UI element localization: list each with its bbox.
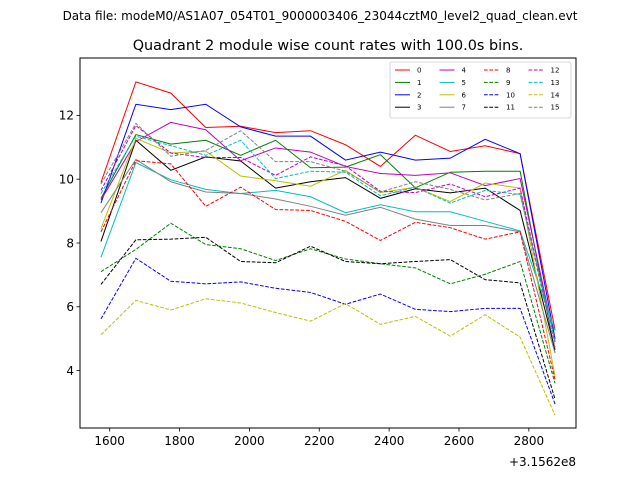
y-axis: 4 6 8 10 12 <box>59 109 80 378</box>
legend-frame <box>389 61 572 119</box>
x-tick-label: 2200 <box>304 434 335 448</box>
legend-entry-8: 8 <box>484 67 510 75</box>
series-line-4 <box>100 121 556 342</box>
series-line-13 <box>100 135 556 341</box>
legend-entry-9: 9 <box>484 79 510 87</box>
legend-entry-4: 4 <box>439 67 467 75</box>
series-line-5 <box>100 161 556 331</box>
legend-entry-2: 2 <box>395 91 421 99</box>
legend-label: 7 <box>462 104 466 112</box>
series-line-9 <box>100 222 556 384</box>
y-tick-label: 10 <box>59 173 74 187</box>
legend-entry-6: 6 <box>439 91 467 99</box>
legend-entry-10: 10 <box>484 91 515 99</box>
y-tick-label: 12 <box>59 109 74 123</box>
chart-title: Quadrant 2 module wise count rates with … <box>133 38 524 54</box>
x-axis: 1600 1800 2000 2200 2400 2600 2800 <box>94 428 544 448</box>
y-tick-label: 8 <box>66 236 74 250</box>
x-offset-label: +3.1562e8 <box>509 455 576 469</box>
legend-label: 11 <box>506 104 515 112</box>
legend-label: 13 <box>551 79 560 87</box>
series-line-1 <box>100 133 556 354</box>
series-line-14 <box>100 298 556 416</box>
series-line-0 <box>100 81 556 330</box>
legend-entry-7: 7 <box>439 104 466 112</box>
legend-label: 3 <box>417 104 421 112</box>
legend-label: 8 <box>506 67 510 75</box>
x-tick-label: 2800 <box>514 434 545 448</box>
series-layer <box>100 81 556 416</box>
series-line-10 <box>100 257 556 405</box>
legend-entry-14: 14 <box>528 91 560 99</box>
legend-entry-15: 15 <box>528 104 560 112</box>
legend-entry-3: 3 <box>395 104 421 112</box>
legend-label: 10 <box>506 91 515 99</box>
series-line-12 <box>100 124 556 348</box>
suptitle: Data file: modeM0/AS1A07_054T01_90000034… <box>63 9 578 23</box>
series-line-2 <box>100 103 556 339</box>
x-tick-label: 2000 <box>234 434 265 448</box>
legend-entry-11: 11 <box>484 104 515 112</box>
x-tick-label: 2600 <box>444 434 475 448</box>
legend-label: 12 <box>551 67 560 75</box>
x-tick-label: 1600 <box>94 434 125 448</box>
legend-entry-1: 1 <box>395 79 421 87</box>
legend-label: 0 <box>417 67 421 75</box>
series-line-3 <box>100 139 556 350</box>
legend-label: 5 <box>462 79 466 87</box>
legend-label: 6 <box>462 91 467 99</box>
series-line-6 <box>100 137 556 377</box>
series-line-7 <box>100 158 556 354</box>
legend-entry-12: 12 <box>528 67 560 75</box>
y-tick-label: 4 <box>66 364 74 378</box>
series-line-15 <box>100 122 556 348</box>
legend-label: 1 <box>417 79 421 87</box>
legend-entry-0: 0 <box>395 67 421 75</box>
x-tick-label: 1800 <box>164 434 195 448</box>
y-tick-label: 6 <box>66 300 74 314</box>
legend-label: 2 <box>417 91 421 99</box>
legend-entry-13: 13 <box>528 79 560 87</box>
legend-label: 15 <box>551 104 560 112</box>
legend-label: 4 <box>462 67 467 75</box>
series-line-8 <box>100 160 556 380</box>
series-line-11 <box>100 236 556 400</box>
legend-label: 14 <box>551 91 560 99</box>
x-tick-label: 2400 <box>374 434 405 448</box>
legend-label: 9 <box>506 79 510 87</box>
legend-entry-5: 5 <box>439 79 466 87</box>
